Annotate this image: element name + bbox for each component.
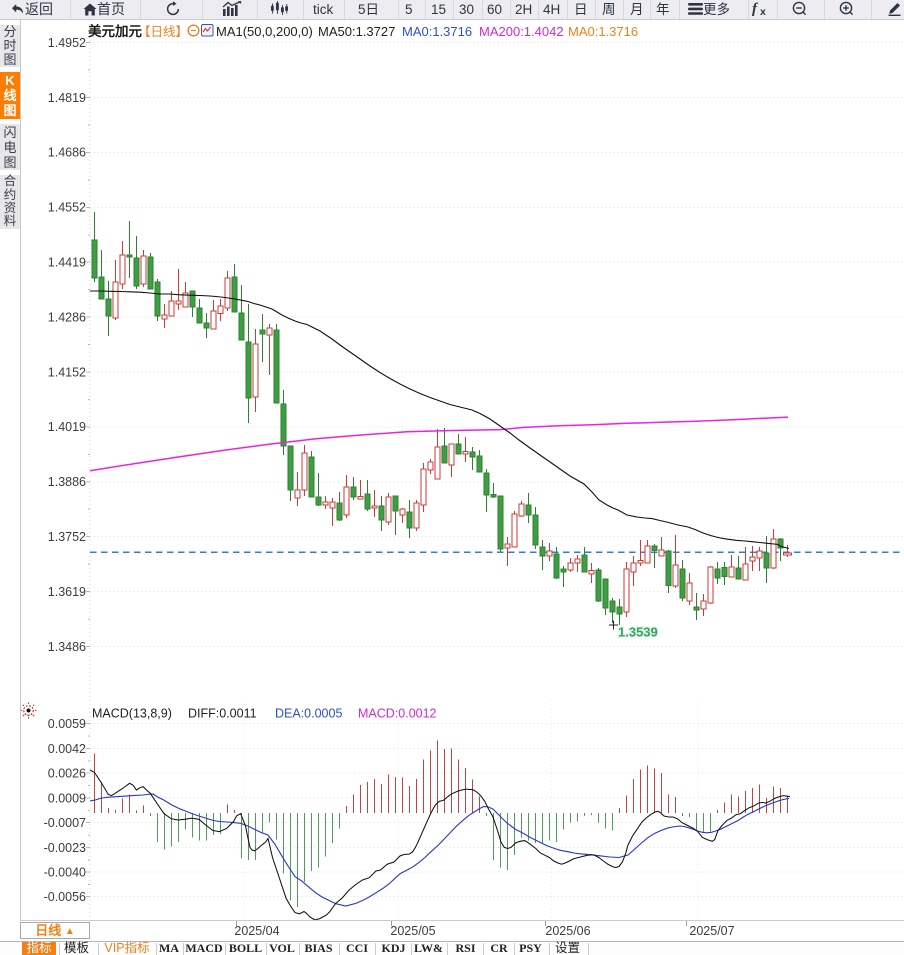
svg-text:1.3539: 1.3539 [618,625,658,640]
svg-text:0.0009: 0.0009 [48,791,86,805]
svg-text:1.4686: 1.4686 [48,146,86,160]
svg-text:1.3886: 1.3886 [48,475,86,489]
svg-text:0.0026: 0.0026 [48,766,86,780]
svg-text:-0.0040: -0.0040 [44,865,86,879]
svg-text:x: x [760,6,766,16]
svg-text:1.4819: 1.4819 [48,91,86,105]
svg-text:-0.0056: -0.0056 [44,890,86,904]
svg-text:-0.0007: -0.0007 [44,816,86,830]
svg-text:美元加元: 美元加元 [88,23,142,39]
svg-text:MA0:1.3716: MA0:1.3716 [568,24,638,39]
svg-text:MA200:1.4042: MA200:1.4042 [479,24,564,39]
svg-text:f: f [752,1,759,16]
svg-text:1.4019: 1.4019 [48,420,86,434]
svg-text:1.3486: 1.3486 [48,640,86,654]
svg-text:1.4552: 1.4552 [48,201,86,215]
svg-text:MA1(50,0,200,0): MA1(50,0,200,0) [216,24,313,39]
svg-text:【日线】: 【日线】 [138,25,188,39]
svg-text:0.0042: 0.0042 [48,742,86,756]
svg-text:MA0:1.3716: MA0:1.3716 [402,24,472,39]
svg-text:1.4952: 1.4952 [48,36,86,50]
svg-text:1.3619: 1.3619 [48,585,86,599]
svg-text:MA50:1.3727: MA50:1.3727 [318,24,395,39]
svg-text:DIFF:0.0011: DIFF:0.0011 [188,707,257,721]
svg-text:1.3752: 1.3752 [48,530,86,544]
svg-text:MACD:0.0012: MACD:0.0012 [358,707,437,721]
svg-text:-0.0023: -0.0023 [44,841,86,855]
svg-text:1.4152: 1.4152 [48,365,86,379]
svg-text:1.4286: 1.4286 [48,310,86,324]
svg-text:DEA:0.0005: DEA:0.0005 [275,707,342,721]
svg-text:0.0059: 0.0059 [48,717,86,731]
svg-text:1.4419: 1.4419 [48,256,86,270]
svg-text:MACD(13,8,9): MACD(13,8,9) [92,707,172,721]
